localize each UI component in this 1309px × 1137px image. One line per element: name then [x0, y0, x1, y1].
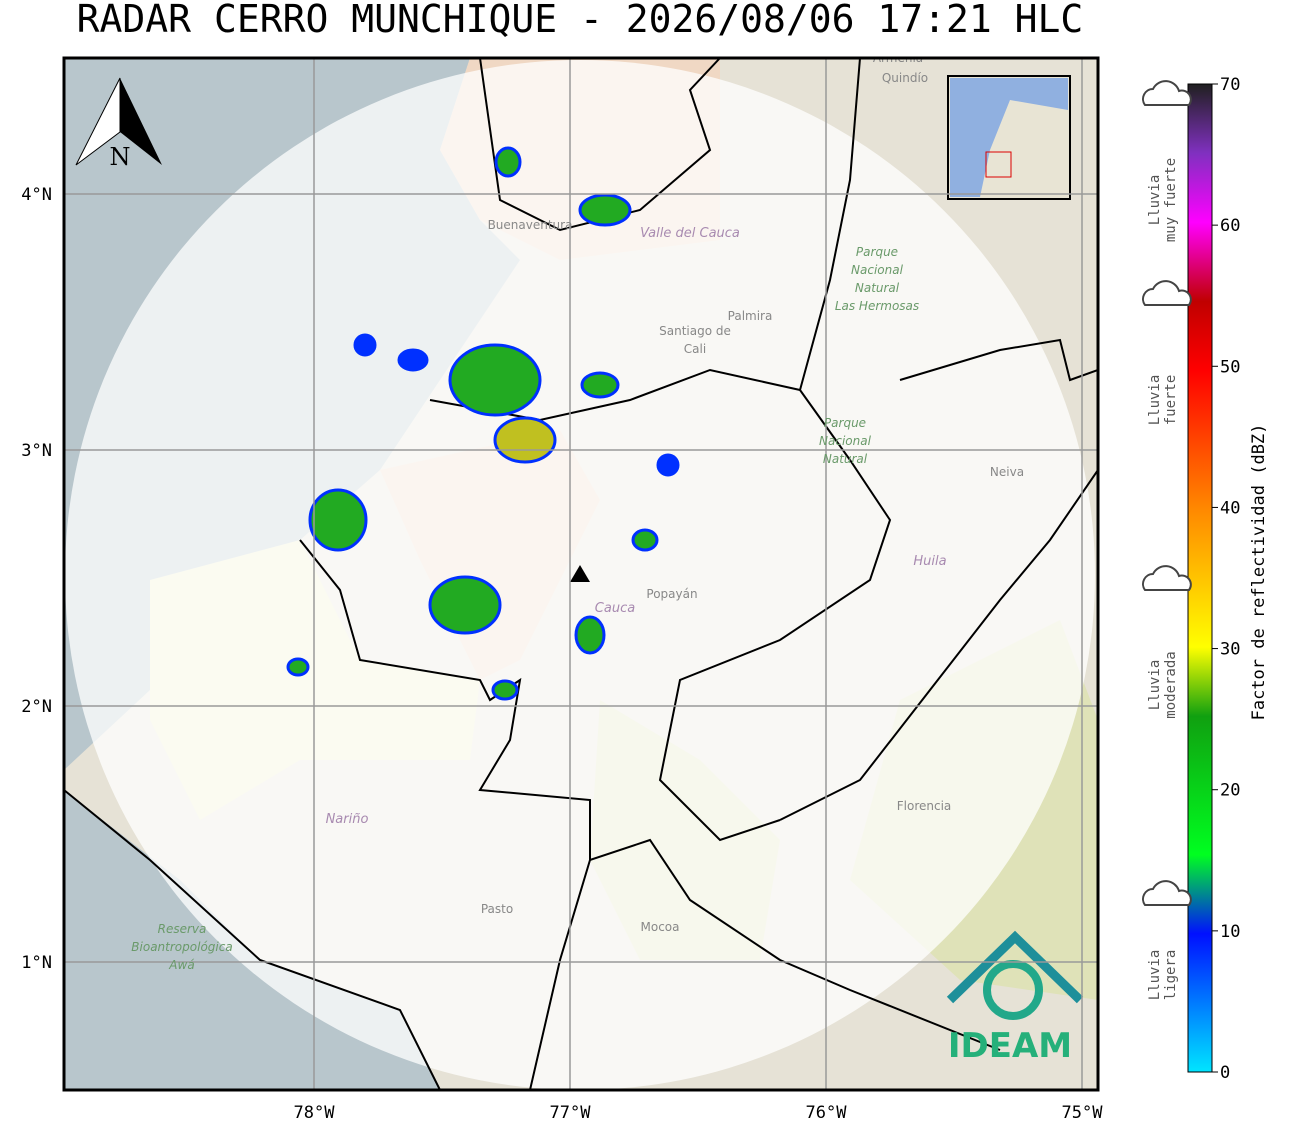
lat-tick-label: 1°N: [21, 953, 52, 973]
colorbar-label: Factor de reflectividad (dBZ): [1249, 424, 1269, 721]
place-label: Neiva: [990, 465, 1024, 479]
lon-tick-label: 75°W: [1062, 1103, 1104, 1123]
place-label: Palmira: [728, 309, 773, 323]
place-label: Santiago de: [659, 324, 731, 338]
place-label: Pasto: [481, 902, 513, 916]
department-label: Huila: [913, 554, 946, 569]
lon-tick-label: 77°W: [550, 1103, 592, 1123]
map: N IDEAM Santiago de Cali Palmira Neiva Popay…: [64, 51, 1098, 1090]
rain-legend-label: Lluvia: [1147, 660, 1163, 711]
rain-icon: [1142, 565, 1192, 591]
place-label: Reserva: [158, 922, 207, 936]
place-label: Popayán: [646, 587, 697, 601]
lat-tick-label: 3°N: [21, 441, 52, 461]
colorbar-tick-label: 10: [1220, 922, 1240, 942]
place-label: Awá: [168, 958, 194, 972]
rain-icon: [1142, 880, 1192, 906]
place-label: Natural: [823, 452, 868, 466]
title: RADAR CERRO MUNCHIQUE - 2026/08/06 17:21…: [77, 0, 1084, 41]
place-label: Parque: [824, 416, 866, 430]
radar-echoes: [286, 146, 680, 701]
place-label: Cali: [684, 342, 706, 356]
department-label: Valle del Cauca: [640, 226, 740, 241]
colorbar-tick-label: 20: [1220, 781, 1240, 801]
rain-legend-label: Lluvia: [1147, 375, 1163, 426]
colorbar-tick-label: 60: [1220, 216, 1240, 236]
rain-legend-label: Lluvia: [1147, 175, 1163, 226]
place-label: Las Hermosas: [835, 299, 919, 313]
place-label: Natural: [855, 281, 900, 295]
place-label: Parque: [856, 245, 898, 259]
north-arrow: N: [75, 77, 162, 171]
colorbar-tick-label: 70: [1220, 75, 1240, 95]
place-label: Florencia: [897, 799, 952, 813]
colorbar-tick-label: 40: [1220, 498, 1240, 518]
lon-tick-label: 78°W: [294, 1103, 336, 1123]
rain-legend-label: fuerte: [1163, 375, 1179, 426]
department-label: Nariño: [326, 812, 369, 827]
logo: IDEAM: [946, 930, 1084, 1066]
logo-text: IDEAM: [948, 1026, 1072, 1066]
colorbar-tick-label: 30: [1220, 640, 1240, 660]
rain-icon: [1142, 280, 1192, 306]
lat-tick-label: 2°N: [21, 697, 52, 717]
rain-legend-label: moderada: [1163, 651, 1179, 718]
colorbar-tick-label: 0: [1220, 1063, 1230, 1083]
colorbar-tick-label: 50: [1220, 357, 1240, 377]
rain-legend-label: muy fuerte: [1163, 158, 1179, 242]
place-label: Quindío: [882, 71, 928, 85]
place-label: Armenia: [873, 51, 923, 65]
place-label: Nacional: [819, 434, 872, 448]
rain-icon: [1142, 80, 1192, 106]
place-label: Buenaventura: [488, 218, 573, 232]
place-label: Nacional: [851, 263, 904, 277]
rain-legend-label: Lluvia: [1147, 950, 1163, 1001]
place-label: Mocoa: [641, 920, 680, 934]
department-label: Cauca: [595, 601, 635, 616]
north-label: N: [110, 143, 131, 171]
colorbar: [1187, 83, 1213, 1073]
lat-tick-label: 4°N: [21, 185, 52, 205]
rain-legend-label: ligera: [1163, 950, 1179, 1001]
lon-tick-label: 76°W: [806, 1103, 848, 1123]
map-frame: [62, 56, 1100, 1092]
place-label: Bioantropológica: [131, 940, 232, 954]
radar-site: [570, 565, 590, 582]
